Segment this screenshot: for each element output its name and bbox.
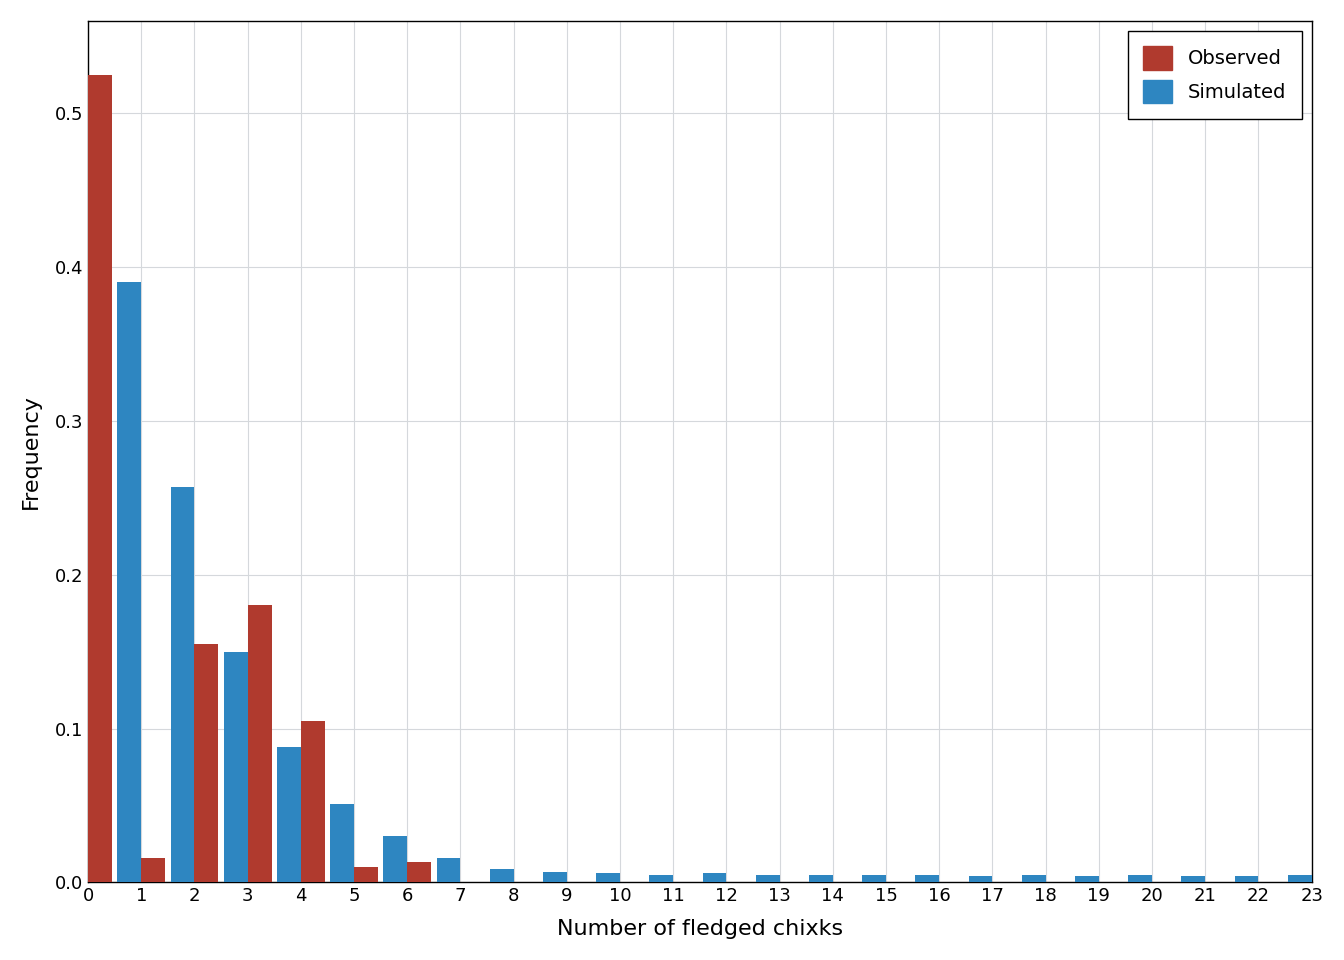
Bar — [407, 862, 431, 882]
Bar — [862, 875, 886, 882]
Bar — [755, 875, 780, 882]
Bar — [247, 606, 271, 882]
Bar — [649, 875, 673, 882]
Bar — [117, 282, 141, 882]
Legend: Observed, Simulated: Observed, Simulated — [1128, 31, 1302, 119]
Bar — [301, 721, 325, 882]
Bar — [1128, 875, 1152, 882]
Bar — [969, 876, 992, 882]
Bar — [353, 867, 378, 882]
Bar — [223, 652, 247, 882]
Bar — [1235, 876, 1258, 882]
Y-axis label: Frequency: Frequency — [22, 395, 40, 509]
Bar — [1075, 876, 1099, 882]
Bar — [89, 75, 112, 882]
Bar — [1181, 876, 1206, 882]
Bar — [383, 836, 407, 882]
Bar — [437, 858, 461, 882]
Bar — [1288, 875, 1312, 882]
X-axis label: Number of fledged chixks: Number of fledged chixks — [556, 919, 843, 939]
Bar — [597, 874, 620, 882]
Bar — [809, 875, 833, 882]
Bar — [277, 747, 301, 882]
Bar — [915, 875, 939, 882]
Bar — [171, 487, 195, 882]
Bar — [331, 804, 353, 882]
Bar — [489, 869, 513, 882]
Bar — [195, 644, 219, 882]
Bar — [141, 858, 165, 882]
Bar — [1021, 875, 1046, 882]
Bar — [543, 872, 567, 882]
Bar — [703, 874, 727, 882]
